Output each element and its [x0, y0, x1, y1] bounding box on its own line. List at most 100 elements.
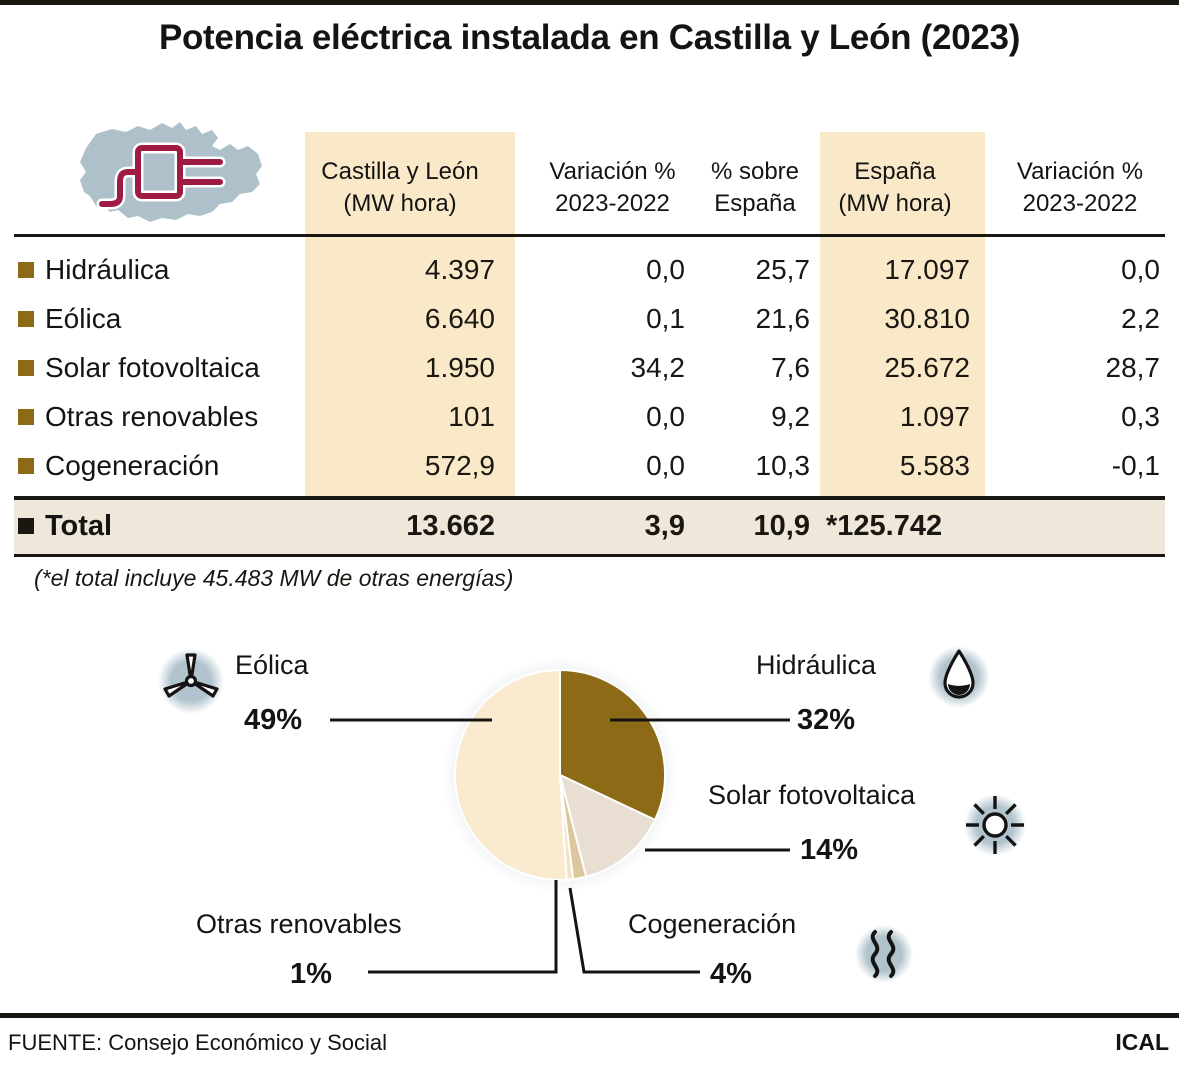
cell-pct-spain: 25,7	[755, 254, 811, 285]
row-label-text: Total	[45, 510, 113, 542]
legend-square-icon	[18, 311, 34, 327]
footer-source: FUENTE: Consejo Económico y Social	[8, 1030, 388, 1055]
water-drop-badge	[920, 638, 998, 721]
pie-label-hidraulica: Hidráulica	[756, 650, 877, 680]
column-header-espana: España (MW hora)	[820, 156, 970, 220]
pie-chart: Eólica 49% Hidráulica 32% Solar fotovolt…	[0, 620, 1179, 1010]
cell-pct-spain: 7,6	[771, 352, 810, 383]
sun-badge	[955, 785, 1035, 870]
cell-cyl-var: 0,0	[646, 254, 685, 285]
cell-total-pct-spain: 10,9	[753, 510, 810, 542]
pie-chart-svg	[330, 657, 790, 974]
cell-esp-mw: 30.810	[884, 303, 970, 334]
row-label-solar-fotovoltaica: Solar fotovoltaica	[18, 343, 260, 392]
top-divider	[0, 0, 1179, 5]
cell-esp-var: 2,2	[1121, 303, 1160, 334]
table-row-total: Total 13.662 3,9 10,9 *125.742	[0, 498, 1179, 554]
table-row: Cogeneración 572,9 0,0 10,3 5.583 -0,1	[0, 441, 1179, 490]
column-header-line1: % sobre	[710, 158, 800, 185]
cell-cyl-var: 34,2	[630, 352, 686, 383]
castilla-y-leon-map-logo	[62, 114, 292, 234]
column-header-line1: Variación %	[1016, 158, 1144, 185]
cell-total-cyl-mw: 13.662	[406, 510, 495, 542]
pie-value-otras-renovables: 1%	[290, 958, 332, 990]
legend-square-icon	[18, 458, 34, 474]
highlight-column-espana	[820, 132, 985, 498]
footer-divider	[0, 1013, 1179, 1018]
cell-cyl-mw: 6.640	[424, 303, 495, 334]
row-label-text: Eólica	[45, 303, 122, 334]
castilla-y-leon-map-icon	[80, 122, 262, 222]
leader-cogeneracion	[568, 887, 700, 974]
column-header-line2: (MW hora)	[343, 190, 457, 217]
pie-value-hidraulica: 32%	[797, 704, 856, 736]
cell-cyl-mw: 572,9	[424, 450, 495, 481]
row-label-text: Otras renovables	[45, 401, 259, 432]
cell-cyl-mw: 1.950	[424, 352, 495, 383]
column-header-variacion-cyl: Variación % 2023-2022	[540, 156, 685, 220]
pie-value-eolica: 49%	[244, 704, 303, 736]
row-label-eolica: Eólica	[18, 294, 121, 343]
wind-turbine-icon	[163, 653, 219, 698]
row-label-otras-renovables: Otras renovables	[18, 392, 258, 441]
table-row: Hidráulica 4.397 0,0 25,7 17.097 0,0	[0, 245, 1179, 294]
cell-esp-var: 0,0	[1121, 254, 1160, 285]
cell-pct-spain: 10,3	[755, 450, 811, 481]
cell-cyl-mw: 4.397	[424, 254, 495, 285]
column-header-line2: 2023-2022	[555, 190, 670, 217]
pie-slice-solar-fotovoltaica	[558, 773, 657, 878]
table-row: Otras renovables 101 0,0 9,2 1.097 0,3	[0, 392, 1179, 441]
row-label-hidraulica: Hidráulica	[18, 245, 170, 294]
row-label-total: Total	[18, 498, 112, 554]
column-header-line2: España	[714, 190, 796, 217]
leader-otras	[368, 880, 558, 974]
cell-pct-spain: 9,2	[771, 401, 810, 432]
wind-turbine-badge	[152, 642, 230, 725]
column-header-line1: Variación %	[549, 158, 676, 185]
footer-agency: ICAL	[1115, 1029, 1169, 1055]
column-header-line1: España	[854, 158, 936, 185]
column-header-line2: 2023-2022	[1022, 190, 1138, 217]
cell-cyl-var: 0,0	[646, 401, 685, 432]
legend-square-icon	[18, 360, 34, 376]
header-divider	[14, 234, 1165, 237]
table-footnote: (*el total incluye 45.483 MW de otras en…	[34, 565, 514, 591]
page-title: Potencia eléctrica instalada en Castilla…	[158, 18, 1021, 57]
row-label-text: Hidráulica	[45, 254, 170, 285]
cell-esp-var: 28,7	[1105, 352, 1161, 383]
column-header-pct-sobre-espana: % sobre España	[700, 156, 810, 220]
table-row: Eólica 6.640 0,1 21,6 30.810 2,2	[0, 294, 1179, 343]
cell-esp-mw: 25.672	[884, 352, 970, 383]
column-header-castilla: Castilla y León (MW hora)	[305, 156, 495, 220]
column-header-line1: Castilla y León	[321, 158, 479, 185]
cell-cyl-var: 0,0	[646, 450, 685, 481]
total-row-band	[14, 498, 1165, 554]
total-divider-top	[14, 496, 1165, 500]
legend-square-icon	[18, 518, 34, 534]
pie-label-solar-fotovoltaica: Solar fotovoltaica	[708, 780, 916, 810]
data-table: Castilla y León (MW hora) Variación % 20…	[0, 122, 1179, 562]
legend-square-icon	[18, 262, 34, 278]
legend-square-icon	[18, 409, 34, 425]
cell-esp-var: -0,1	[1111, 450, 1160, 481]
cell-cyl-mw: 101	[448, 401, 495, 432]
cell-esp-mw: 1.097	[899, 401, 970, 432]
steam-waves-icon	[870, 930, 896, 978]
pie-label-cogeneracion: Cogeneración	[628, 909, 797, 939]
cell-esp-var: 0,3	[1121, 401, 1160, 432]
pie-slice-eolica	[454, 668, 568, 881]
highlight-column-castilla	[305, 132, 515, 498]
table-row: Solar fotovoltaica 1.950 34,2 7,6 25.672…	[0, 343, 1179, 392]
pie-label-otras-renovables: Otras renovables	[196, 909, 402, 939]
column-header-variacion-espana: Variación % 2023-2022	[1000, 156, 1160, 220]
pie-leader-lines	[330, 718, 790, 974]
cell-pct-spain: 21,6	[755, 303, 811, 334]
cell-cyl-var: 0,1	[646, 303, 685, 334]
row-label-text: Cogeneración	[45, 450, 220, 481]
cell-total-esp-mw: *125.742	[826, 510, 943, 542]
cell-esp-mw: 5.583	[899, 450, 970, 481]
steam-waves-badge	[845, 915, 923, 998]
row-label-cogeneracion: Cogeneración	[18, 441, 219, 490]
row-label-text: Solar fotovoltaica	[45, 352, 260, 383]
cell-total-cyl-var: 3,9	[644, 510, 685, 542]
